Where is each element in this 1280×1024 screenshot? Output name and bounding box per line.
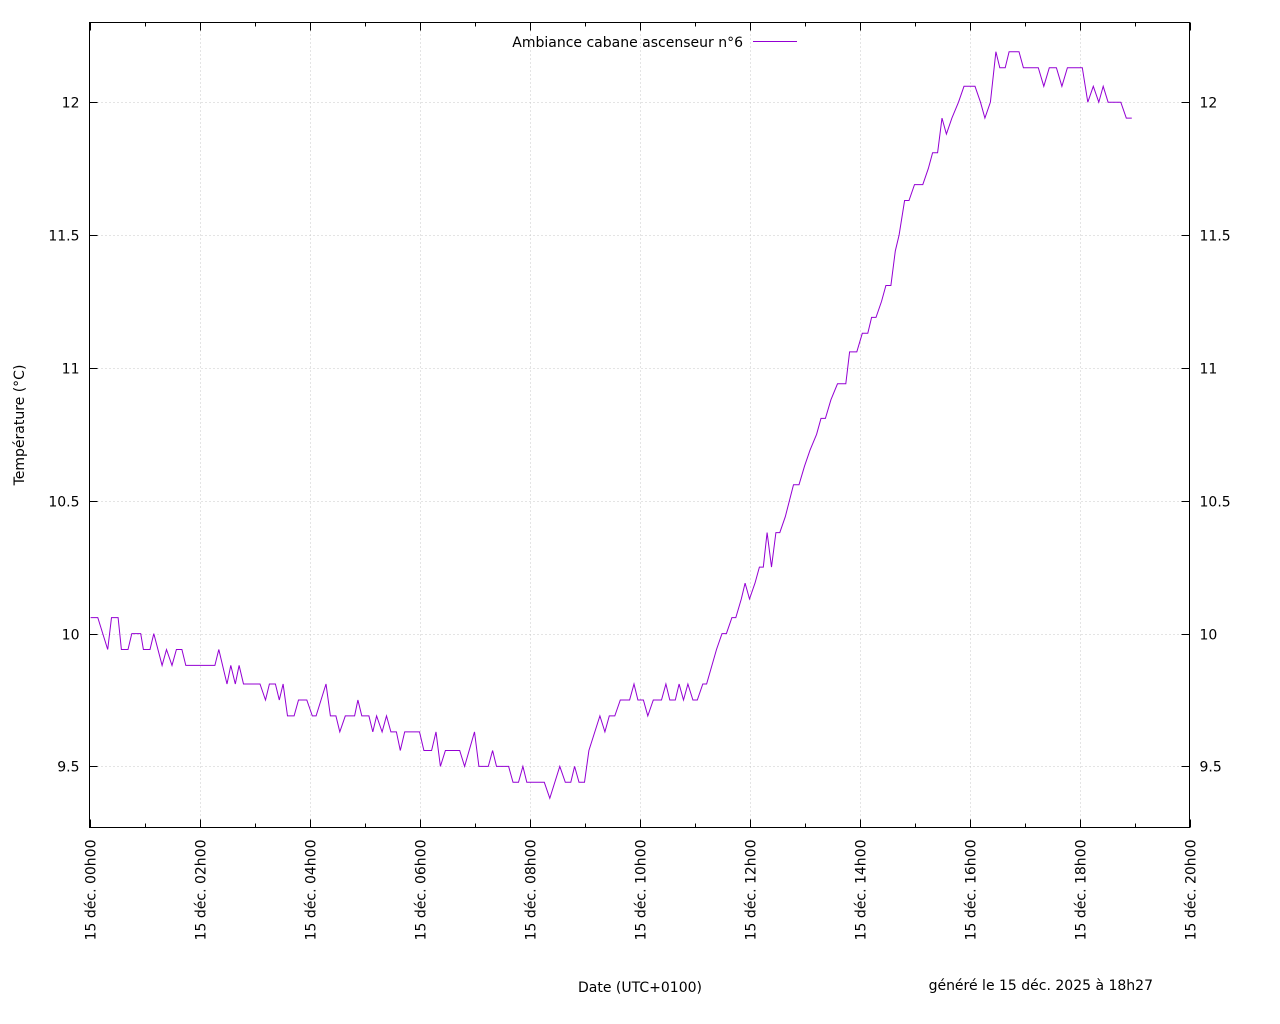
y-tick-label-left: 10.5	[48, 495, 79, 511]
x-tick-label: 15 déc. 06h00	[414, 840, 430, 941]
y-tick-label-right: 10	[1200, 628, 1218, 644]
x-tick-label: 15 déc. 04h00	[304, 840, 320, 941]
x-tick-label: 15 déc. 10h00	[634, 840, 650, 941]
y-tick-labels-right: 9.5 10 10.5 11 11.5 12	[1200, 96, 1231, 776]
y-tick-label-left: 10	[62, 628, 80, 644]
legend-label: Ambiance cabane ascenseur n°6	[512, 35, 743, 51]
grid	[89, 22, 1190, 828]
x-tick-label: 15 déc. 00h00	[84, 840, 100, 941]
legend: Ambiance cabane ascenseur n°6	[512, 35, 797, 51]
x-tick-label: 15 déc. 08h00	[524, 840, 540, 941]
y-tick-labels-left: 9.5 10 10.5 11 11.5 12	[48, 96, 79, 776]
x-tick-label: 15 déc. 12h00	[744, 840, 760, 941]
y-tick-label-left: 11.5	[48, 229, 79, 245]
y-tick-label-left: 12	[62, 96, 80, 112]
x-tick-label: 15 déc. 02h00	[194, 840, 210, 941]
y-tick-label-left: 9.5	[57, 760, 79, 776]
y-tick-label-right: 10.5	[1200, 495, 1231, 511]
y-tick-label-right: 11	[1200, 362, 1218, 378]
y-axis-label: Température (°C)	[12, 365, 28, 487]
x-tick-label: 15 déc. 16h00	[964, 840, 980, 941]
x-tick-label: 15 déc. 14h00	[854, 840, 870, 941]
plot-frame	[89, 22, 1190, 828]
x-axis-label: Date (UTC+0100)	[578, 980, 702, 996]
y-tick-label-right: 11.5	[1200, 229, 1231, 245]
generated-footer: généré le 15 déc. 2025 à 18h27	[929, 978, 1153, 994]
series-line	[90, 51, 1132, 800]
x-tick-labels: 15 déc. 00h00 15 déc. 02h00 15 déc. 04h00 1…	[84, 840, 1200, 941]
axis-ticks	[89, 22, 1191, 828]
x-tick-label: 15 déc. 18h00	[1074, 840, 1090, 941]
y-tick-label-right: 12	[1200, 96, 1218, 112]
y-tick-label-right: 9.5	[1200, 760, 1222, 776]
y-tick-label-left: 11	[62, 362, 80, 378]
x-tick-label: 15 déc. 20h00	[1184, 840, 1200, 941]
